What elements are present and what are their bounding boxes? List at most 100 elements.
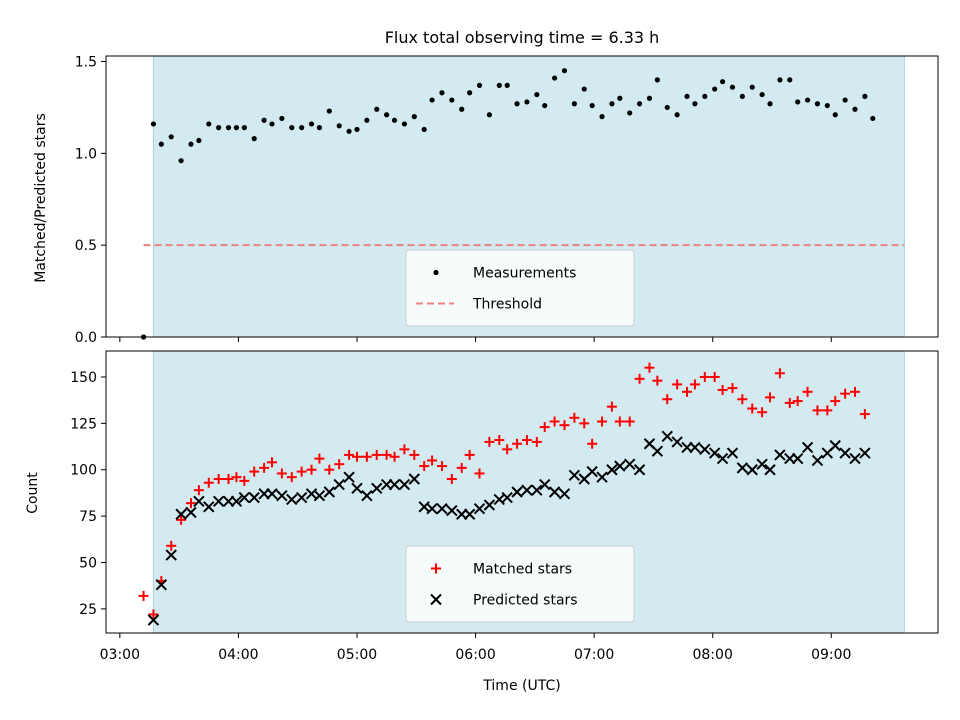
matched-point bbox=[399, 444, 410, 455]
predicted-point bbox=[726, 447, 739, 459]
measurement-point bbox=[421, 126, 427, 133]
measurement-point bbox=[486, 112, 492, 118]
measurement-point bbox=[188, 141, 194, 147]
legend-marker-x bbox=[430, 593, 442, 606]
predicted-point bbox=[361, 490, 373, 502]
predicted-point bbox=[473, 502, 486, 515]
legend-marker-dot bbox=[433, 269, 439, 276]
matched-point bbox=[521, 435, 532, 446]
predicted-point bbox=[699, 443, 711, 456]
predicted-point bbox=[446, 504, 458, 517]
predicted-point bbox=[203, 501, 215, 513]
measurement-point bbox=[168, 134, 174, 140]
ratio-y-tick-label: 0.5 bbox=[75, 238, 97, 254]
count-y-tick-label: 125 bbox=[70, 416, 97, 432]
matched-point bbox=[784, 397, 795, 408]
matched-point bbox=[774, 368, 785, 379]
matched-point bbox=[267, 457, 278, 468]
predicted-point bbox=[155, 579, 168, 591]
predicted-point bbox=[511, 486, 523, 498]
measurement-point bbox=[719, 79, 726, 85]
measurement-point bbox=[225, 125, 232, 131]
predicted-point bbox=[568, 469, 581, 482]
matched-point bbox=[682, 386, 693, 397]
predicted-point bbox=[343, 471, 355, 483]
measurement-point bbox=[233, 125, 240, 131]
matched-point bbox=[559, 420, 570, 431]
measurement-point bbox=[852, 106, 858, 112]
matched-point bbox=[569, 412, 580, 423]
legend-label: Predicted stars bbox=[473, 593, 578, 609]
measurement-point bbox=[269, 121, 275, 127]
matched-point bbox=[223, 474, 234, 485]
matched-point bbox=[709, 371, 720, 382]
matched-point bbox=[276, 468, 287, 479]
matched-point bbox=[193, 485, 204, 496]
matched-point bbox=[579, 418, 590, 429]
measurement-point bbox=[804, 97, 811, 103]
matched-point bbox=[614, 416, 625, 427]
matched-point bbox=[446, 474, 457, 485]
legend-marker-plus bbox=[431, 563, 441, 574]
predicted-point bbox=[147, 614, 160, 626]
measurement-point bbox=[561, 68, 568, 74]
matched-point bbox=[296, 466, 307, 477]
matched-point bbox=[717, 384, 728, 395]
matched-point bbox=[419, 461, 430, 472]
matched-point bbox=[381, 449, 392, 460]
x-tick-label: 05:00 bbox=[337, 647, 377, 663]
legend-label: Matched stars bbox=[473, 562, 572, 578]
predicted-point bbox=[501, 491, 513, 504]
measurement-point bbox=[241, 125, 247, 131]
predicted-point bbox=[708, 447, 721, 459]
x-tick-label: 06:00 bbox=[455, 647, 495, 663]
matched-point bbox=[802, 386, 813, 397]
measurement-point bbox=[467, 90, 473, 96]
predicted-point bbox=[811, 454, 824, 467]
measurement-point bbox=[599, 114, 605, 120]
matched-point bbox=[213, 474, 224, 485]
measurement-point bbox=[279, 115, 285, 122]
matched-point bbox=[484, 436, 495, 447]
predicted-point bbox=[398, 478, 411, 491]
x-tick-label: 04:00 bbox=[218, 647, 258, 663]
matched-point bbox=[239, 475, 250, 486]
matched-point bbox=[606, 401, 617, 412]
predicted-point bbox=[651, 445, 664, 457]
matched-point bbox=[334, 459, 345, 470]
ratio-panel: 0.0 0.5 1.0 1.5 Measurements Threshold bbox=[75, 55, 939, 346]
matched-point bbox=[539, 422, 550, 433]
measurement-point bbox=[571, 101, 577, 107]
matched-point bbox=[314, 453, 325, 464]
matched-point bbox=[456, 462, 467, 473]
predicted-point bbox=[586, 465, 598, 478]
count-y-axis-label: Count bbox=[25, 472, 41, 514]
measurement-point bbox=[364, 117, 370, 123]
predicted-point bbox=[388, 478, 401, 491]
measurement-point bbox=[627, 110, 633, 116]
ratio-axes-frame bbox=[105, 55, 939, 338]
measurement-point bbox=[514, 101, 520, 107]
legend-label: Threshold bbox=[472, 297, 542, 313]
matched-point bbox=[409, 449, 420, 460]
chart-title: Flux total observing time = 6.33 h bbox=[385, 28, 660, 47]
measurement-point bbox=[251, 136, 257, 142]
matched-point bbox=[634, 373, 645, 384]
predicted-point bbox=[548, 486, 561, 498]
matched-point bbox=[306, 464, 317, 475]
matched-point bbox=[672, 379, 683, 390]
predicted-point bbox=[463, 508, 476, 520]
predicted-point bbox=[276, 490, 288, 502]
matched-point bbox=[351, 451, 362, 462]
measurement-point bbox=[712, 86, 718, 92]
measurement-point bbox=[449, 97, 455, 103]
measurement-point bbox=[739, 93, 745, 100]
measurement-point bbox=[496, 82, 502, 88]
measurement-point bbox=[316, 125, 323, 131]
predicted-point bbox=[408, 473, 421, 485]
matched-point bbox=[371, 449, 382, 460]
measurement-point bbox=[814, 101, 821, 107]
x-tick-label: 09:00 bbox=[811, 647, 851, 663]
measurement-point bbox=[824, 102, 830, 109]
matched-point bbox=[361, 451, 372, 462]
